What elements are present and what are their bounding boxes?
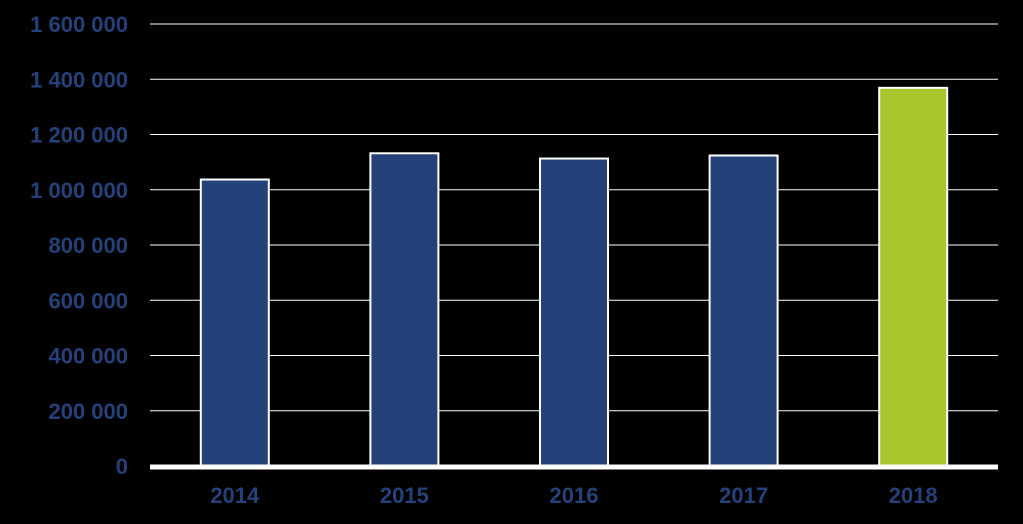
x-tick-label: 2015 [380, 483, 429, 508]
bar-2018 [878, 86, 949, 467]
x-tick-label: 2014 [210, 483, 260, 508]
y-tick-label: 1 400 000 [30, 67, 128, 92]
bar-2016 [539, 157, 609, 467]
y-tick-label: 200 000 [48, 399, 128, 424]
bar-2017 [708, 154, 779, 467]
bar-2015 [369, 152, 440, 467]
y-tick-label: 1 200 000 [30, 123, 128, 148]
y-tick-label: 1 000 000 [30, 178, 128, 203]
y-tick-label: 1 600 000 [30, 12, 128, 37]
bar-2014 [199, 178, 270, 467]
x-tick-label: 2016 [550, 483, 599, 508]
y-tick-label: 0 [116, 454, 128, 479]
x-axis-tick-labels: 2014 2015 2016 2017 2018 [210, 483, 937, 508]
y-tick-label: 400 000 [48, 344, 128, 369]
y-tick-label: 800 000 [48, 233, 128, 258]
y-tick-label: 600 000 [48, 288, 128, 313]
x-tick-label: 2018 [889, 483, 938, 508]
y-axis-tick-labels: 0 200 000 400 000 600 000 800 000 1 000 000 1 … [30, 12, 128, 479]
x-tick-label: 2017 [719, 483, 768, 508]
